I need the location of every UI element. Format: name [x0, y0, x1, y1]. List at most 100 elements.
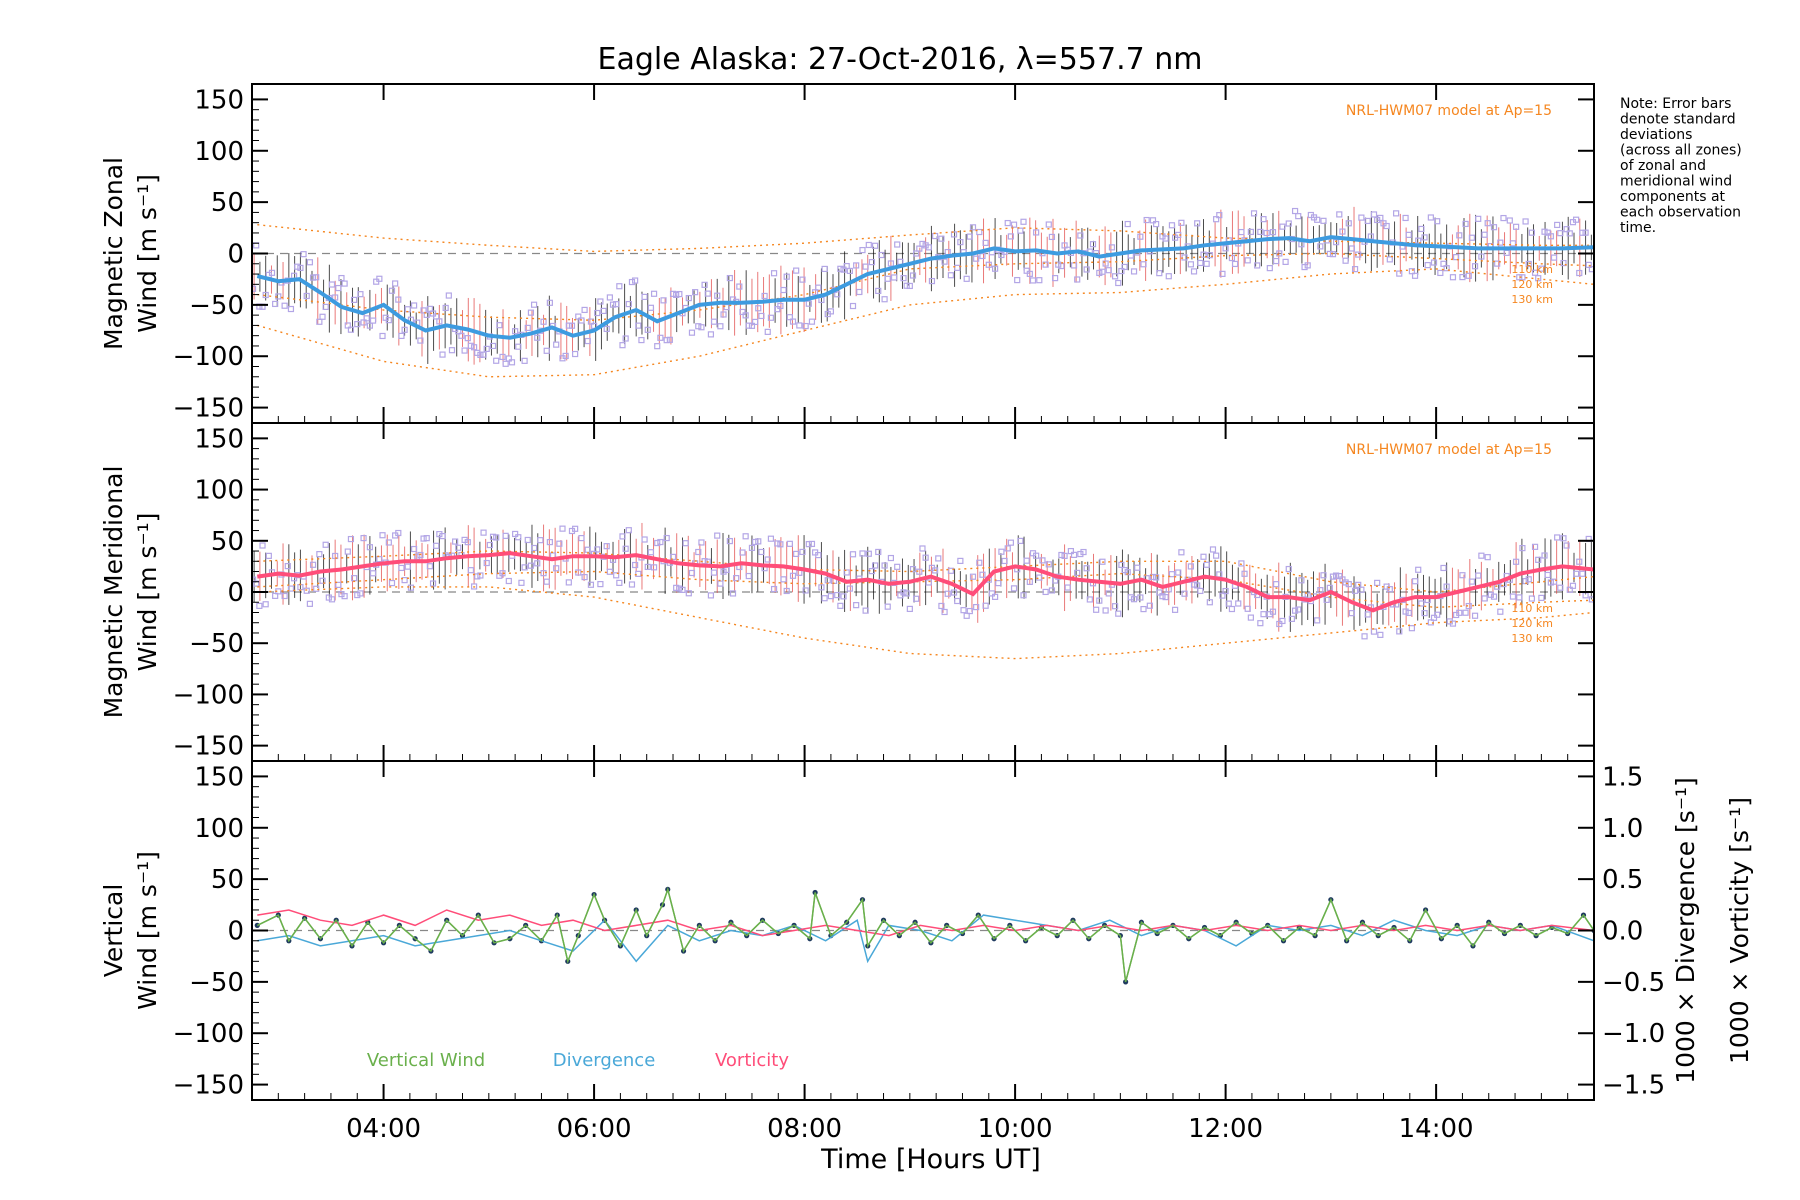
scatter-point: [410, 302, 418, 309]
scatter-point: [1393, 210, 1400, 217]
scatter-point: [1408, 625, 1416, 632]
scatter-point: [881, 562, 888, 569]
scatter-point: [1535, 275, 1542, 282]
chart-title: Eagle Alaska: 27-Oct-2016, λ=557.7 nm: [598, 42, 1203, 77]
scatter-point: [1418, 600, 1425, 607]
scatter-point: [395, 296, 402, 303]
scatter-point: [379, 332, 386, 340]
y-tick-label: −100: [173, 680, 244, 710]
scatter-point: [309, 274, 317, 281]
y-axis-label: Vertical Wind [m s⁻¹]: [99, 851, 162, 1010]
scatter-point: [1566, 230, 1573, 237]
scatter-point: [417, 551, 424, 559]
scatter-point: [1573, 570, 1580, 577]
scatter-point: [1153, 220, 1160, 228]
scatter-point: [789, 318, 797, 325]
scatter-point: [767, 314, 775, 321]
scatter-point: [1513, 558, 1520, 565]
scatter-point: [1146, 602, 1153, 609]
scatter-point: [515, 343, 522, 350]
scatter-point: [909, 566, 917, 573]
note-line: time.: [1620, 220, 1656, 236]
scatter-point: [392, 280, 399, 287]
scatter-point: [313, 274, 320, 281]
scatter-point: [1203, 561, 1210, 568]
scatter-point: [774, 540, 781, 547]
scatter-point: [467, 342, 475, 349]
scatter-point: [1541, 228, 1548, 235]
scatter-point: [613, 301, 620, 308]
scatter-point: [360, 319, 367, 326]
scatter-point: [609, 301, 617, 308]
scatter-point: [796, 569, 803, 576]
scatter-point: [1411, 578, 1419, 585]
scatter-point: [1402, 608, 1409, 615]
scatter-point: [256, 602, 263, 609]
note-line: deviations: [1620, 127, 1692, 143]
scatter-point: [846, 585, 853, 592]
scatter-point: [935, 555, 942, 562]
scatter-point: [357, 291, 364, 298]
scatter-point: [1487, 591, 1494, 598]
scatter-point: [600, 307, 607, 315]
scatter-point: [1257, 228, 1264, 236]
scatter-point: [410, 545, 418, 553]
scatter-point: [1225, 600, 1232, 607]
scatter-point: [1588, 596, 1594, 603]
scatter-point: [1004, 545, 1011, 552]
scatter-point: [559, 525, 566, 532]
scatter-point: [673, 584, 680, 591]
scatter-point: [1206, 252, 1213, 259]
scatter-point: [755, 305, 762, 312]
scatter-point: [903, 282, 910, 289]
scatter-point: [622, 335, 629, 342]
scatter-point: [1269, 608, 1277, 615]
scatter-point: [793, 550, 800, 558]
scatter-point: [799, 276, 806, 283]
scatter-point: [1443, 265, 1450, 272]
scatter-point: [537, 537, 544, 544]
scatter-point: [572, 350, 579, 358]
scatter-point: [1263, 229, 1270, 237]
scatter-point: [1320, 572, 1327, 579]
scatter-point: [1209, 546, 1217, 553]
scatter-point: [1074, 276, 1081, 283]
scatter-point: [493, 357, 500, 364]
scatter-point: [875, 287, 882, 295]
scatter-point: [752, 318, 759, 326]
scatter-point: [1140, 605, 1147, 613]
scatter-point: [1026, 578, 1033, 586]
scatter-point: [991, 593, 999, 600]
scatter-point: [1162, 594, 1169, 601]
scatter-point: [445, 292, 452, 299]
scatter-point: [338, 274, 345, 282]
scatter-point: [335, 581, 342, 588]
scatter-point: [950, 231, 958, 238]
scatter-point: [505, 577, 512, 585]
scatter-point: [932, 567, 939, 574]
scatter-point: [805, 541, 812, 548]
scatter-point: [1099, 558, 1106, 565]
scatter-point: [1585, 261, 1592, 268]
scatter-point: [344, 548, 351, 555]
scatter-point: [1509, 593, 1517, 600]
scatter-point: [1089, 241, 1097, 248]
scatter-point: [496, 322, 503, 329]
scatter-point: [433, 542, 440, 549]
y-tick-label: 0: [227, 917, 244, 947]
scatter-point: [281, 592, 288, 600]
scatter-point: [786, 314, 793, 321]
scatter-point: [1017, 227, 1024, 234]
scatter-point: [616, 283, 623, 290]
scatter-point: [369, 317, 377, 324]
scatter-point: [1118, 561, 1125, 568]
scatter-point: [707, 331, 715, 338]
scatter-point: [1516, 274, 1523, 281]
scatter-point: [707, 592, 715, 599]
scatter-point: [553, 341, 560, 348]
scatter-point: [758, 312, 765, 320]
scatter-point: [821, 265, 828, 273]
scatter-point: [1522, 218, 1529, 225]
scatter-point: [1033, 552, 1040, 559]
scatter-point: [1143, 216, 1150, 224]
